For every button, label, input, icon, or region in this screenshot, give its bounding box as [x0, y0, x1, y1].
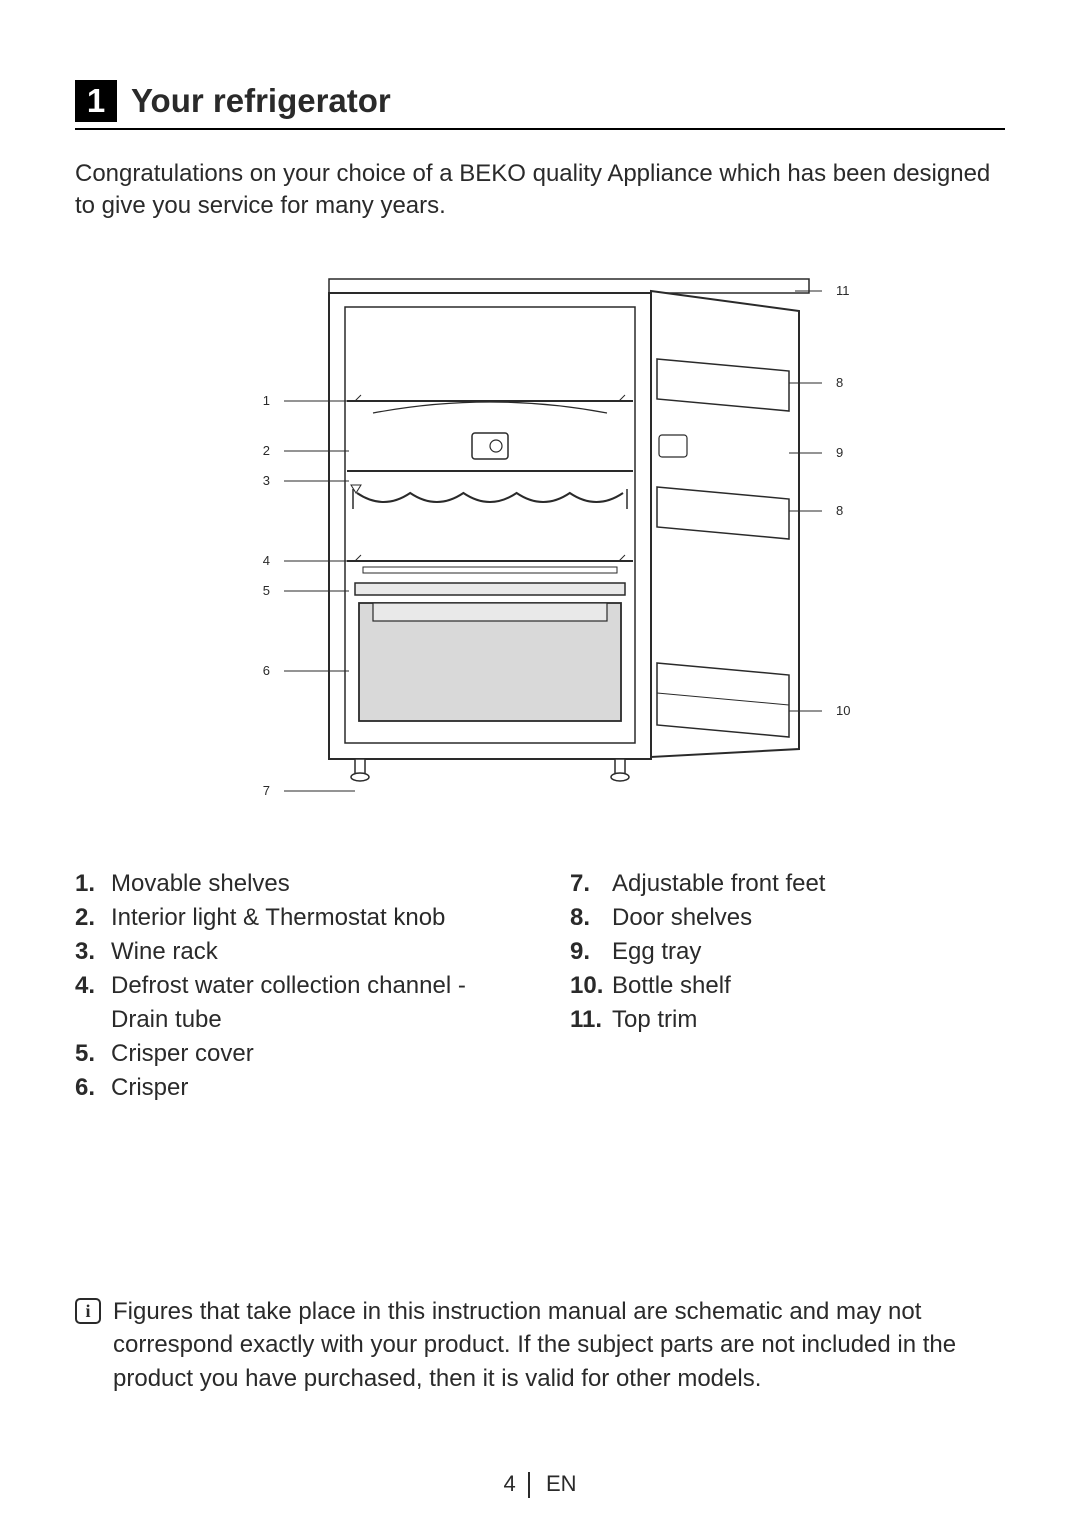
- intro-paragraph: Congratulations on your choice of a BEKO…: [75, 158, 1005, 223]
- parts-item-label: Interior light & Thermostat knob: [111, 901, 445, 935]
- svg-text:8: 8: [836, 503, 843, 518]
- parts-list-right: 7.Adjustable front feet8.Door shelves9.E…: [570, 867, 1005, 1037]
- parts-item-label: Top trim: [612, 1003, 697, 1037]
- page-footer: 4 EN: [0, 1471, 1080, 1498]
- parts-item-number: 9.: [570, 935, 612, 969]
- parts-item-label: Movable shelves: [111, 867, 290, 901]
- svg-text:9: 9: [836, 445, 843, 460]
- parts-list-item: 8.Door shelves: [570, 901, 1005, 935]
- svg-text:2: 2: [263, 443, 270, 458]
- parts-list-left: 1.Movable shelves2.Interior light & Ther…: [75, 867, 510, 1106]
- page-language: EN: [546, 1471, 577, 1496]
- parts-item-number: 11.: [570, 1003, 612, 1037]
- parts-item-label: Door shelves: [612, 901, 752, 935]
- parts-item-label: Egg tray: [612, 935, 701, 969]
- parts-item-label: Adjustable front feet: [612, 867, 825, 901]
- section-title: Your refrigerator: [131, 82, 391, 120]
- footer-separator: [528, 1472, 530, 1498]
- svg-text:11: 11: [836, 283, 850, 298]
- parts-item-label: Defrost water collection channel - Drain…: [111, 969, 510, 1037]
- fridge-svg: 1 2 3 4 5 6 7 11 8 9 8 10: [200, 263, 880, 823]
- info-icon: i: [75, 1298, 101, 1324]
- parts-item-label: Bottle shelf: [612, 969, 731, 1003]
- parts-item-number: 3.: [75, 935, 111, 969]
- svg-text:1: 1: [263, 393, 270, 408]
- parts-list-item: 2.Interior light & Thermostat knob: [75, 901, 510, 935]
- svg-text:5: 5: [263, 583, 270, 598]
- parts-item-number: 2.: [75, 901, 111, 935]
- parts-list-item: 6.Crisper: [75, 1071, 510, 1105]
- parts-item-number: 6.: [75, 1071, 111, 1105]
- section-heading: 1 Your refrigerator: [75, 80, 1005, 130]
- parts-list-item: 11.Top trim: [570, 1003, 1005, 1037]
- parts-item-number: 10.: [570, 969, 612, 1003]
- parts-list-item: 4.Defrost water collection channel - Dra…: [75, 969, 510, 1037]
- parts-item-number: 4.: [75, 969, 111, 1003]
- svg-text:7: 7: [263, 783, 270, 798]
- parts-list-item: 7.Adjustable front feet: [570, 867, 1005, 901]
- parts-list-item: 10.Bottle shelf: [570, 969, 1005, 1003]
- parts-item-label: Crisper: [111, 1071, 188, 1105]
- svg-text:8: 8: [836, 375, 843, 390]
- page-number: 4: [503, 1471, 515, 1496]
- svg-text:6: 6: [263, 663, 270, 678]
- parts-list-item: 3.Wine rack: [75, 935, 510, 969]
- parts-item-number: 5.: [75, 1037, 111, 1071]
- info-note: i Figures that take place in this instru…: [75, 1295, 1005, 1394]
- svg-text:4: 4: [263, 553, 270, 568]
- info-note-text: Figures that take place in this instruct…: [113, 1295, 1005, 1394]
- parts-item-label: Crisper cover: [111, 1037, 254, 1071]
- svg-text:3: 3: [263, 473, 270, 488]
- parts-legend: 1.Movable shelves2.Interior light & Ther…: [75, 867, 1005, 1106]
- refrigerator-diagram: 1 2 3 4 5 6 7 11 8 9 8 10: [75, 263, 1005, 823]
- section-number-badge: 1: [75, 80, 117, 122]
- parts-item-label: Wine rack: [111, 935, 218, 969]
- svg-text:10: 10: [836, 703, 850, 718]
- parts-item-number: 8.: [570, 901, 612, 935]
- parts-item-number: 1.: [75, 867, 111, 901]
- parts-list-item: 9.Egg tray: [570, 935, 1005, 969]
- parts-list-item: 1.Movable shelves: [75, 867, 510, 901]
- parts-list-item: 5.Crisper cover: [75, 1037, 510, 1071]
- parts-item-number: 7.: [570, 867, 612, 901]
